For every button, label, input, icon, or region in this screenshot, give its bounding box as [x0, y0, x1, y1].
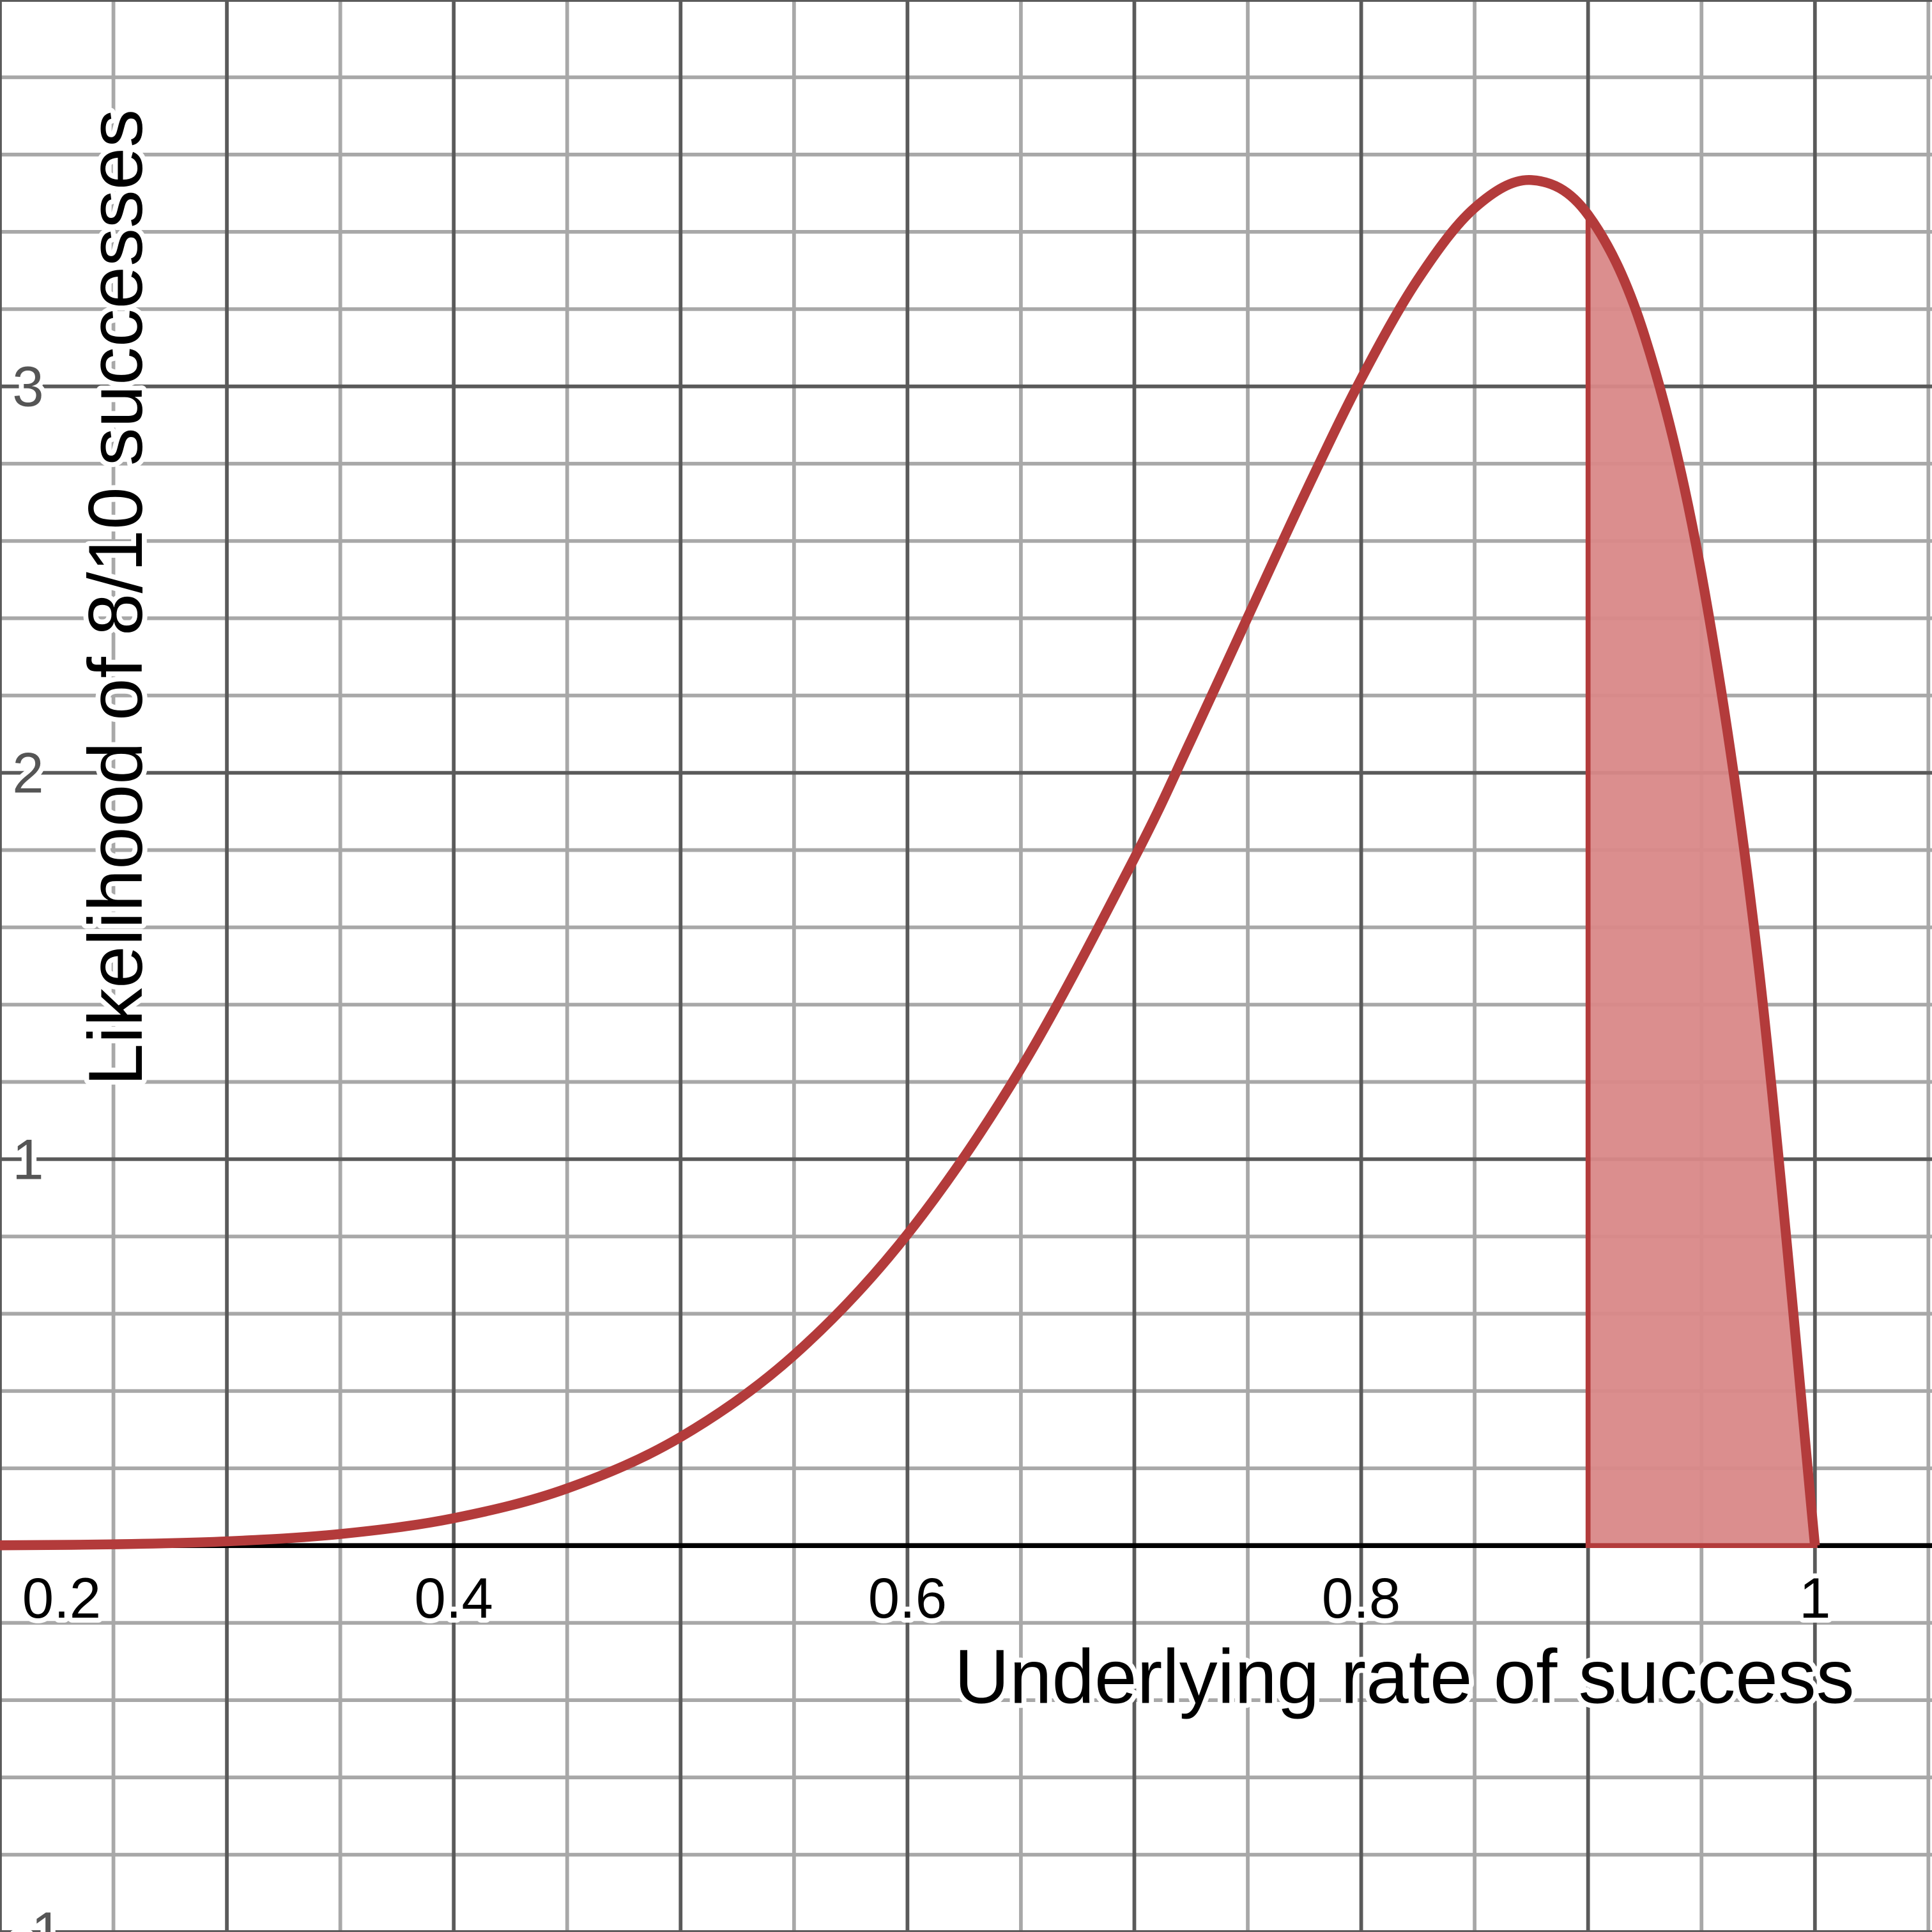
x-tick-label: 0.6: [868, 1567, 947, 1630]
y-tick-label: 3: [12, 355, 43, 418]
x-axis-label: Underlying rate of success: [954, 1634, 1855, 1719]
x-tick-label: 1: [1799, 1567, 1830, 1630]
x-tick-label: 0.4: [415, 1567, 493, 1630]
x-tick-label: 0.2: [22, 1567, 101, 1630]
labels: 0.2 0.4 0.6 0.8 1 -1 1 2 3 Underlying rate of suc…: [8, 104, 1860, 1932]
y-tick-label: 1: [12, 1128, 43, 1191]
plot-area: [0, 175, 1820, 1551]
x-tick-label: 0.8: [1322, 1567, 1400, 1630]
line: [0, 175, 1820, 1551]
y-tick-label: 2: [12, 741, 43, 804]
y-tick-label: -1: [12, 1901, 63, 1932]
y-axis-label: Likelihood of 8/10 successes: [73, 109, 158, 1086]
